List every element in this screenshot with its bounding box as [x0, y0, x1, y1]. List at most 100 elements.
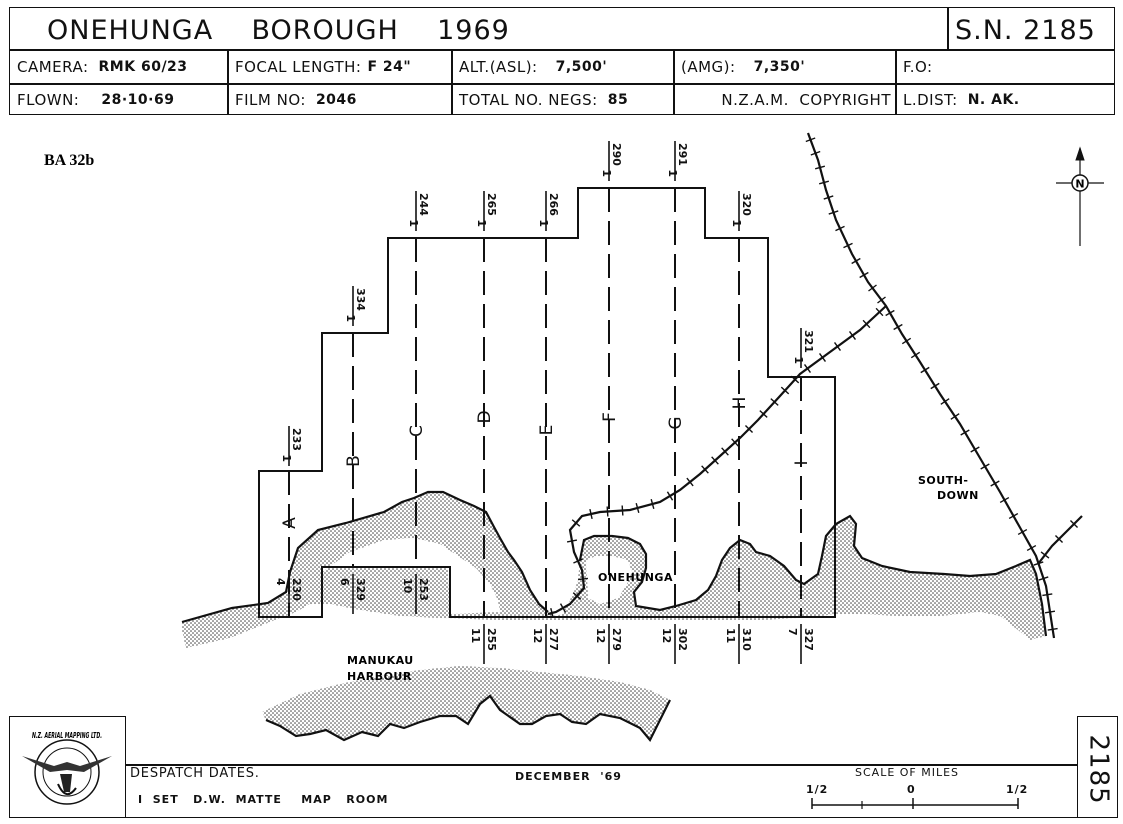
run-bottom-frame: 327	[802, 628, 815, 651]
flown-label: FLOWN:	[17, 90, 80, 109]
film-label: FILM NO:	[235, 90, 306, 109]
run-letter-i: I	[792, 460, 812, 465]
run-top-count: 1	[280, 454, 293, 462]
place-southdown-1: SOUTH-	[918, 474, 968, 487]
run-letter-f: F	[600, 412, 620, 422]
run-top-frame: 334	[354, 288, 367, 311]
run-top-frame: 233	[290, 428, 303, 451]
run-bottom-label-e: 12 277	[531, 624, 560, 664]
ldist-cell: L.DIST: N. AK.	[896, 84, 1020, 115]
run-bottom-label-d: 11 255	[469, 624, 498, 664]
negs-label: TOTAL NO. NEGS:	[459, 90, 598, 109]
amg-label: (AMG):	[681, 57, 736, 76]
flown-value: 28·10·69	[101, 91, 175, 108]
flight-lines	[288, 188, 802, 617]
ref-code: BA 32b	[44, 152, 94, 169]
run-bottom-label-b: 6 329	[338, 574, 367, 614]
sheet-title: ONEHUNGA BOROUGH 1969	[47, 14, 510, 46]
run-letter-h: H	[730, 397, 750, 410]
side-sheet-number: 2185	[1083, 734, 1114, 805]
alt-asl-label: ALT.(ASL):	[459, 57, 538, 76]
run-letter-a: A	[280, 517, 300, 529]
run-letter-b: B	[344, 455, 364, 467]
railway-main-line	[805, 132, 1058, 639]
coverage-boundary	[258, 187, 836, 618]
run-letter-e: E	[537, 425, 557, 436]
run-top-count: 1	[475, 219, 488, 227]
railway-onehunga-branch	[547, 305, 887, 619]
run-letter-d: D	[475, 410, 495, 423]
camera-value: RMK 60/23	[98, 58, 188, 75]
copyright-text: N.Z.A.M. COPYRIGHT	[721, 90, 891, 109]
run-top-count: 1	[792, 356, 805, 364]
amg-cell: (AMG): 7,350'	[674, 50, 805, 83]
negs-value: 85	[607, 91, 629, 108]
alt-asl-value: 7,500'	[555, 58, 608, 75]
run-bottom-frame: 277	[547, 628, 560, 651]
run-bottom-count: 12	[594, 628, 607, 643]
run-bottom-label-f: 12 279	[594, 624, 623, 664]
scale-left-label: 1/2	[806, 783, 829, 796]
run-top-count: 1	[344, 314, 357, 322]
alt-asl-cell: ALT.(ASL): 7,500'	[452, 50, 607, 83]
run-top-frame: 320	[740, 193, 753, 216]
run-bottom-label-c: 10 253	[401, 574, 430, 614]
amg-value: 7,350'	[753, 58, 806, 75]
north-arrow	[1056, 146, 1104, 246]
camera-cell: CAMERA: RMK 60/23	[10, 50, 188, 83]
ldist-label: L.DIST:	[903, 90, 958, 109]
run-bottom-label-i: 7 327	[786, 624, 815, 664]
run-bottom-frame: 329	[354, 578, 367, 601]
scale-mid-label: 0	[907, 783, 916, 796]
run-bottom-count: 11	[469, 628, 482, 643]
run-top-frame: 321	[802, 330, 815, 353]
fo-label: F.O:	[903, 57, 933, 76]
run-bottom-count: 4	[274, 578, 287, 586]
run-bottom-frame: 253	[417, 578, 430, 601]
scale-title: SCALE OF MILES	[855, 766, 960, 779]
place-manukau-1: MANUKAU	[347, 654, 414, 667]
run-top-frame: 266	[547, 193, 560, 216]
run-bottom-label-h: 11 310	[724, 624, 753, 664]
header-box	[9, 7, 1115, 115]
scale-right-label: 1/2	[1006, 783, 1029, 796]
run-bottom-label-a: 4 230	[274, 574, 303, 614]
run-top-frame: 244	[417, 193, 430, 216]
run-bottom-count: 11	[724, 628, 737, 643]
negs-cell: TOTAL NO. NEGS: 85	[452, 84, 628, 115]
camera-label: CAMERA:	[17, 57, 89, 76]
run-letter-g: G	[666, 416, 686, 429]
place-southdown-2: DOWN	[937, 489, 979, 502]
run-bottom-frame: 302	[676, 628, 689, 651]
despatch-date: DECEMBER '69	[515, 770, 622, 783]
focal-value: F 24"	[367, 58, 412, 75]
run-bottom-frame: 279	[610, 628, 623, 651]
run-top-count: 1	[407, 219, 420, 227]
film-cell: FILM NO: 2046	[228, 84, 357, 115]
run-top-count: 1	[730, 219, 743, 227]
north-symbol: N	[1075, 178, 1084, 191]
sheet-number: S.N. 2185	[955, 14, 1096, 46]
shoreline-onehunga	[578, 514, 1048, 637]
run-bottom-count: 12	[531, 628, 544, 643]
set-text: I SET D.W. MATTE MAP ROOM	[138, 793, 389, 806]
copyright-cell: N.Z.A.M. COPYRIGHT	[674, 84, 895, 115]
company-logo: N.Z. AERIAL MAPPING LTD.	[22, 731, 112, 805]
railway-spur	[1037, 515, 1083, 565]
place-manukau-2: HARBOUR	[347, 670, 412, 683]
ldist-value: N. AK.	[967, 91, 1020, 108]
run-top-frame: 265	[485, 193, 498, 216]
run-bottom-frame: 255	[485, 628, 498, 651]
shoreline-south	[265, 694, 671, 742]
